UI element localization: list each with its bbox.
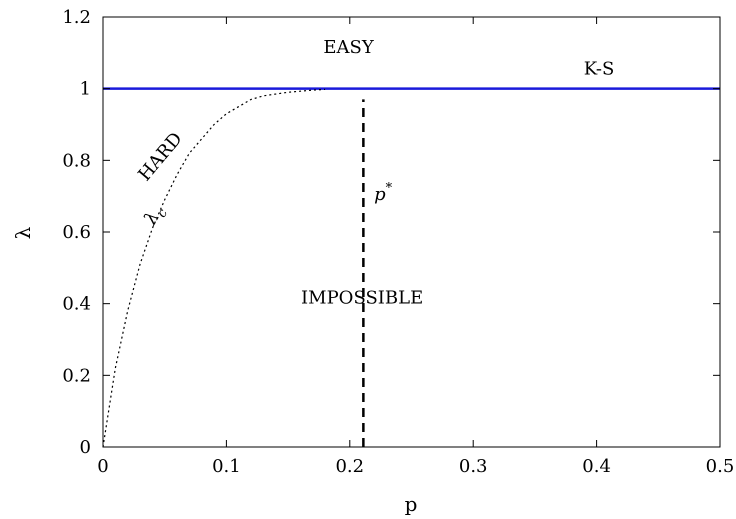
series-layer bbox=[102, 87, 720, 448]
y-tick-label-1: 0.2 bbox=[62, 365, 91, 386]
annotations: EASY K-S IMPOSSIBLE HARD λc p* bbox=[134, 37, 614, 309]
x-axis-title: p bbox=[405, 492, 418, 516]
x-tick-label-3: 0.3 bbox=[459, 456, 488, 477]
annotation-ks: K-S bbox=[584, 58, 615, 79]
series-line-1 bbox=[102, 88, 326, 448]
x-tick-label-2: 0.2 bbox=[335, 456, 364, 477]
y-tick-label-4: 0.8 bbox=[62, 150, 91, 171]
y-axis-title: λ bbox=[11, 226, 35, 239]
annotation-hard: HARD bbox=[134, 128, 187, 185]
x-tick-label-5: 0.5 bbox=[706, 456, 735, 477]
annotation-p-star: p* bbox=[374, 181, 393, 205]
y-tick-label-0: 0 bbox=[80, 437, 91, 458]
annotation-lambda-c: λc bbox=[139, 201, 171, 231]
tick-labels: 0 0.1 0.2 0.3 0.4 0.5 0 0.2 0.4 0.6 0.8 1 1.2 bbox=[62, 7, 734, 477]
x-tick-label-1: 0.1 bbox=[212, 456, 241, 477]
x-tick-label-0: 0 bbox=[97, 456, 108, 477]
y-tick-label-3: 0.6 bbox=[62, 222, 91, 243]
y-tick-label-6: 1.2 bbox=[62, 7, 91, 28]
x-tick-label-4: 0.4 bbox=[582, 456, 611, 477]
plot-frame bbox=[102, 16, 721, 448]
plot-border bbox=[102, 16, 721, 448]
annotation-impossible: IMPOSSIBLE bbox=[301, 288, 423, 309]
annotation-easy: EASY bbox=[323, 37, 374, 58]
axis-ticks bbox=[102, 16, 721, 448]
y-tick-label-2: 0.4 bbox=[62, 294, 91, 315]
y-tick-label-5: 1 bbox=[80, 79, 91, 100]
